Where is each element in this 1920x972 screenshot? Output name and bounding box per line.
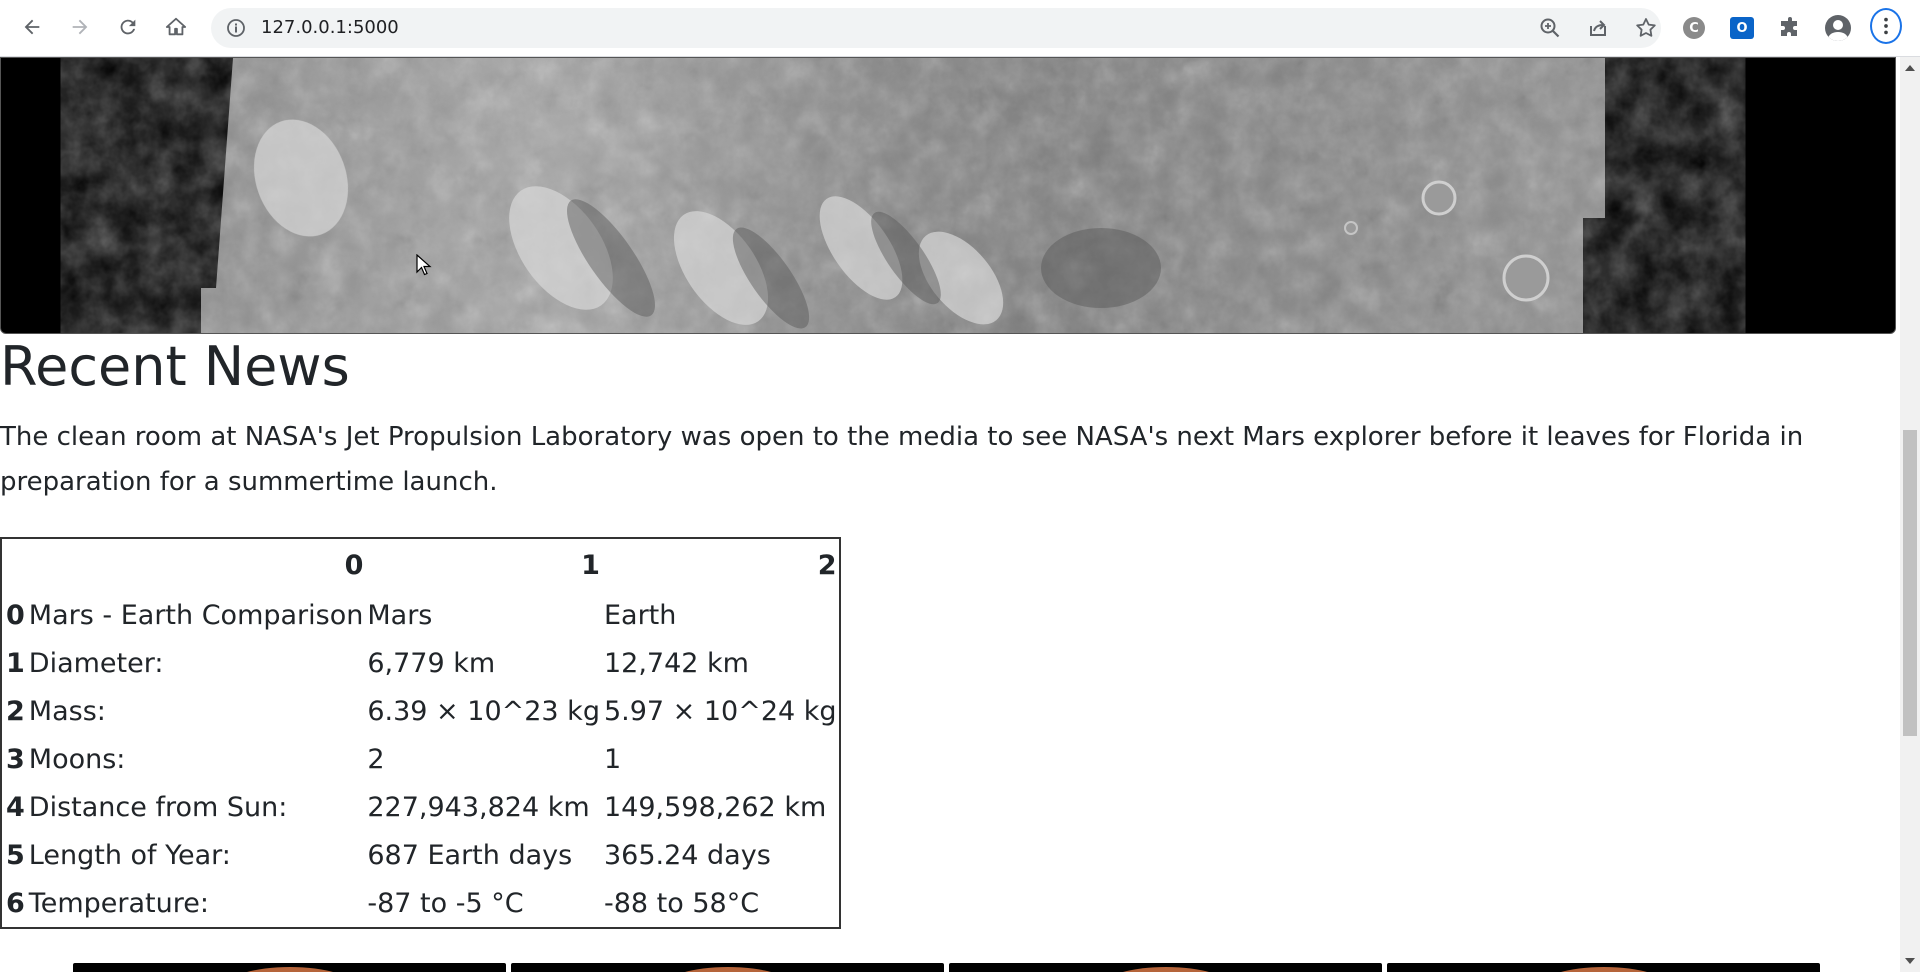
earth-value: 365.24 days	[603, 839, 771, 871]
row-index: 4	[6, 791, 25, 823]
earth-value: Earth	[603, 599, 677, 631]
reload-icon[interactable]	[111, 10, 145, 44]
row-index: 0	[6, 599, 25, 631]
extension-c-icon[interactable]: C	[1678, 12, 1710, 44]
hemisphere-image[interactable]	[511, 963, 944, 972]
mouse-cursor-icon	[416, 254, 432, 276]
row-index: 5	[6, 839, 25, 871]
row-label: Diameter:	[28, 647, 164, 679]
table-header-cell	[1, 538, 27, 591]
earth-value: 5.97 × 10^24 kg	[603, 695, 837, 727]
row-label: Distance from Sun:	[28, 791, 288, 823]
row-label: Length of Year:	[28, 839, 231, 871]
table-header-cell: 0	[344, 549, 364, 581]
browser-toolbar: 127.0.0.1:5000 C O	[0, 0, 1920, 57]
hemisphere-image[interactable]	[1387, 963, 1820, 972]
hemisphere-image[interactable]	[949, 963, 1382, 972]
mars-value: 2	[367, 743, 385, 775]
address-bar[interactable]: 127.0.0.1:5000	[211, 8, 1661, 48]
table-row: 5 Length of Year: 687 Earth days 365.24 …	[1, 831, 840, 879]
table-row: 1 Diameter: 6,779 km 12,742 km	[1, 639, 840, 687]
bookmark-star-icon[interactable]	[1634, 16, 1658, 40]
scroll-up-icon[interactable]	[1905, 65, 1915, 71]
mars-value: Mars	[367, 599, 433, 631]
table-row: 4 Distance from Sun: 227,943,824 km 149,…	[1, 783, 840, 831]
table-row: 3 Moons: 2 1	[1, 735, 840, 783]
scroll-down-icon[interactable]	[1905, 958, 1915, 964]
site-info-icon[interactable]	[226, 18, 246, 38]
mars-earth-facts-table: 0 1 2 0 Mars - Earth Comparison Mars Ear…	[0, 537, 841, 929]
news-paragraph: The clean room at NASA's Jet Propulsion …	[0, 422, 1804, 497]
table-header-cell: 1	[581, 549, 600, 581]
earth-value: -88 to 58°C	[603, 887, 760, 919]
back-icon[interactable]	[15, 10, 49, 44]
hemisphere-image[interactable]	[73, 963, 506, 972]
chrome-menu-icon[interactable]	[1870, 8, 1902, 44]
row-label: Temperature:	[28, 887, 209, 919]
home-icon[interactable]	[159, 10, 193, 44]
row-label: Moons:	[28, 743, 126, 775]
news-title: Recent News	[0, 335, 350, 398]
earth-value: 1	[603, 743, 622, 775]
url-text[interactable]: 127.0.0.1:5000	[261, 17, 399, 38]
outlook-letter: O	[1730, 17, 1754, 39]
outlook-extension-icon[interactable]: O	[1726, 12, 1758, 44]
zoom-icon[interactable]	[1538, 16, 1562, 40]
row-index: 3	[6, 743, 25, 775]
hemisphere-thumbnails	[73, 963, 1833, 972]
row-index: 2	[6, 695, 25, 727]
page-viewport: Recent News The clean room at NASA's Jet…	[0, 57, 1900, 972]
table-header-row: 0 1 2	[1, 538, 840, 591]
extension-c-letter: C	[1683, 17, 1705, 39]
table-row: 6 Temperature: -87 to -5 °C -88 to 58°C	[1, 879, 840, 928]
mars-value: 6,779 km	[367, 647, 496, 679]
extensions-puzzle-icon[interactable]	[1774, 12, 1806, 44]
table-row: 0 Mars - Earth Comparison Mars Earth	[1, 591, 840, 639]
profile-avatar-icon[interactable]	[1822, 12, 1854, 44]
row-label: Mars - Earth Comparison	[28, 599, 364, 631]
row-index: 1	[6, 647, 25, 679]
featured-mars-image[interactable]	[0, 57, 1896, 334]
mars-value: 227,943,824 km	[367, 791, 590, 823]
mars-value: 687 Earth days	[367, 839, 573, 871]
scrollbar-thumb[interactable]	[1903, 430, 1917, 736]
mars-value: -87 to -5 °C	[367, 887, 524, 919]
table-row: 2 Mass: 6.39 × 10^23 kg 5.97 × 10^24 kg	[1, 687, 840, 735]
vertical-scrollbar[interactable]	[1900, 57, 1920, 972]
forward-icon[interactable]	[63, 10, 97, 44]
row-label: Mass:	[28, 695, 106, 727]
earth-value: 12,742 km	[603, 647, 749, 679]
share-icon[interactable]	[1586, 16, 1610, 40]
earth-value: 149,598,262 km	[603, 791, 827, 823]
mars-value: 6.39 × 10^23 kg	[367, 695, 600, 727]
table-header-cell: 2	[817, 549, 837, 581]
row-index: 6	[6, 887, 25, 919]
